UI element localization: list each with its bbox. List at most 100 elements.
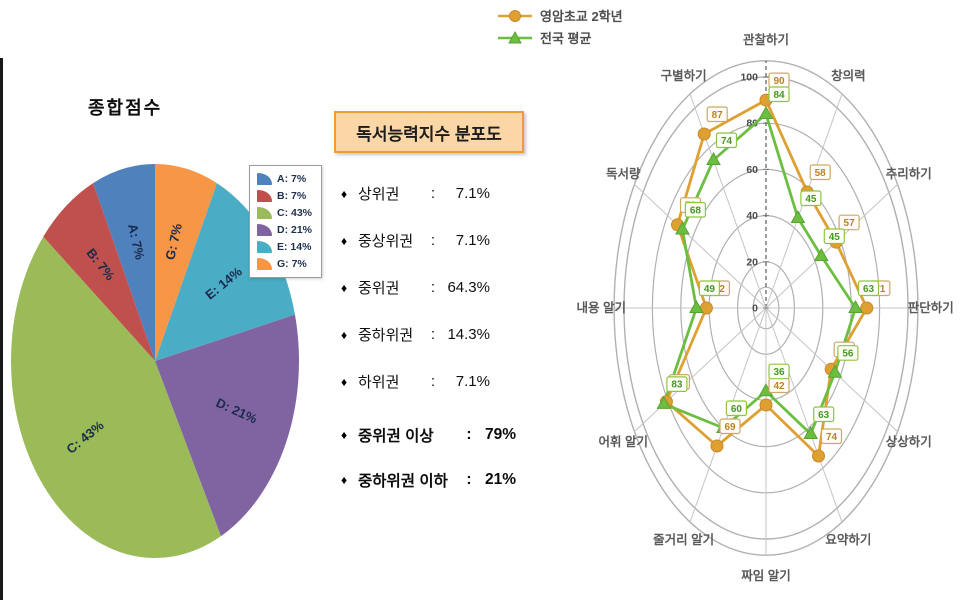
radar-value-label: 63 xyxy=(863,284,875,295)
radar-category-label: 어휘 알기 xyxy=(599,434,648,449)
diamond-bullet-icon: ♦ xyxy=(341,472,348,487)
distribution-row: ♦ 중위권:64.3% xyxy=(341,264,490,311)
radar-value-box xyxy=(706,106,728,123)
triangle-marker xyxy=(656,395,672,409)
radar-value-label: 68 xyxy=(690,205,702,216)
radar-axis-spoke xyxy=(765,307,843,523)
triangle-marker xyxy=(689,299,704,313)
radar-tick-label: 0 xyxy=(752,303,758,315)
radar-value-label: 87 xyxy=(712,110,724,121)
colon-separator: : xyxy=(430,326,436,343)
pie-legend-item: A: 7% xyxy=(257,173,312,185)
distribution-row: ♦ 중상위권: 7.1% xyxy=(341,217,490,264)
radar-value-label: 63 xyxy=(818,410,830,421)
radar-value-label: 74 xyxy=(826,432,838,443)
colon-separator: : xyxy=(466,425,472,443)
radar-legend-label: 전국 평균 xyxy=(540,31,592,46)
radar-value-box xyxy=(768,86,790,103)
radar-category-label: 요약하기 xyxy=(825,532,871,547)
radar-value-box xyxy=(715,132,738,149)
radar-value-box xyxy=(725,400,747,417)
radar-tick-label: 100 xyxy=(740,72,758,84)
radar-tick-label: 20 xyxy=(746,256,758,268)
radar-category-label: 독서량 xyxy=(606,166,641,181)
radar-category-label: 상상하기 xyxy=(886,434,932,449)
radar-value-label: 56 xyxy=(842,349,854,360)
radar-value-label: 69 xyxy=(724,422,736,433)
radar-value-label: 42 xyxy=(773,381,785,392)
distribution-row: ♦ 중하위권 이하:21% xyxy=(341,457,516,502)
line-triangle-marker-icon xyxy=(498,30,532,43)
radar-value-box xyxy=(800,190,822,207)
colon-separator: : xyxy=(430,232,436,249)
radar-value-box xyxy=(768,363,790,380)
distribution-value: 64.3% xyxy=(447,279,490,296)
circle-marker xyxy=(759,398,773,412)
radar-tick-label: 80 xyxy=(746,118,758,130)
circle-marker xyxy=(697,127,711,141)
distribution-value: 21% xyxy=(484,470,516,488)
distribution-row: ♦ 하위권: 7.1% xyxy=(341,358,490,405)
pie-legend-item: D: 21% xyxy=(257,224,312,236)
radar-value-label: 45 xyxy=(829,232,841,243)
triangle-marker xyxy=(790,209,806,223)
distribution-label: 상위권 xyxy=(358,186,400,203)
circle-marker xyxy=(710,439,724,453)
radar-axis-spoke xyxy=(634,307,767,432)
radar-value-box xyxy=(719,418,741,435)
radar-legend-label: 영암초교 2학년 xyxy=(540,9,623,24)
pie-slice-B xyxy=(43,183,156,361)
diamond-bullet-icon: ♦ xyxy=(341,186,348,201)
radar-legend-item: 전국 평균 xyxy=(497,28,623,47)
triangle-marker xyxy=(848,299,863,313)
radar-tick-label: 40 xyxy=(746,210,758,222)
pie-legend-label: A: 7% xyxy=(277,173,307,185)
scan-edge-artifact xyxy=(0,58,3,600)
pie-legend-item: B: 7% xyxy=(257,190,312,202)
distribution-label: 하위권 xyxy=(358,374,400,391)
radar-category-label: 구별하기 xyxy=(661,68,707,83)
radar-series-line xyxy=(662,112,857,436)
circle-marker xyxy=(860,301,874,315)
radar-value-label: 83 xyxy=(671,380,683,391)
radar-value-label: 49 xyxy=(704,284,716,295)
legend-swatch-icon xyxy=(257,258,272,270)
colon-separator: : xyxy=(430,279,436,296)
pie-legend-label: D: 21% xyxy=(277,224,313,236)
triangle-marker xyxy=(675,221,690,235)
pie-legend: A: 7% B: 7% C: 43% D: 21% E: 14% G: 7% xyxy=(249,165,323,278)
radar-value-label: 84 xyxy=(773,90,785,101)
radar-value-label: 36 xyxy=(773,367,785,378)
distribution-summary: ♦ 중위권 이상:79% ♦ 중하위권 이하:21% xyxy=(341,412,516,502)
distribution-row: ♦ 중위권 이상:79% xyxy=(341,412,516,457)
pie-legend-item: E: 14% xyxy=(257,241,312,253)
distribution-label: 중상위권 xyxy=(358,233,414,250)
radar-axis-spoke xyxy=(634,184,767,309)
radar-value-label: 57 xyxy=(844,218,856,229)
radar-value-box xyxy=(820,428,843,445)
radar-value-label: 71 xyxy=(874,284,886,295)
radar-legend-item: 영암초교 2학년 xyxy=(497,6,623,25)
legend-swatch-icon xyxy=(257,224,272,236)
pie-legend-label: G: 7% xyxy=(277,258,307,270)
radar-category-label: 내용 알기 xyxy=(577,300,626,315)
distribution-label: 중위권 이상 xyxy=(358,427,434,445)
distribution-value: 7.1% xyxy=(455,373,490,390)
line-circle-marker-icon xyxy=(498,9,532,22)
triangle-marker xyxy=(706,151,721,165)
triangle-marker xyxy=(758,105,774,119)
colon-separator: : xyxy=(466,470,472,488)
radar-value-label: 58 xyxy=(815,168,827,179)
distribution-value: 7.1% xyxy=(455,185,490,202)
radar-value-label: 45 xyxy=(805,194,817,205)
radar-category-label: 관찰하기 xyxy=(743,32,789,47)
triangle-marker xyxy=(803,425,819,439)
radar-value-label: 90 xyxy=(773,76,785,87)
pie-slice-A xyxy=(93,164,155,361)
legend-swatch-icon xyxy=(257,241,272,253)
radar-value-box xyxy=(823,228,845,245)
triangle-marker xyxy=(827,364,843,378)
radar-value-box xyxy=(684,201,706,218)
pie-legend-label: B: 7% xyxy=(277,190,307,202)
